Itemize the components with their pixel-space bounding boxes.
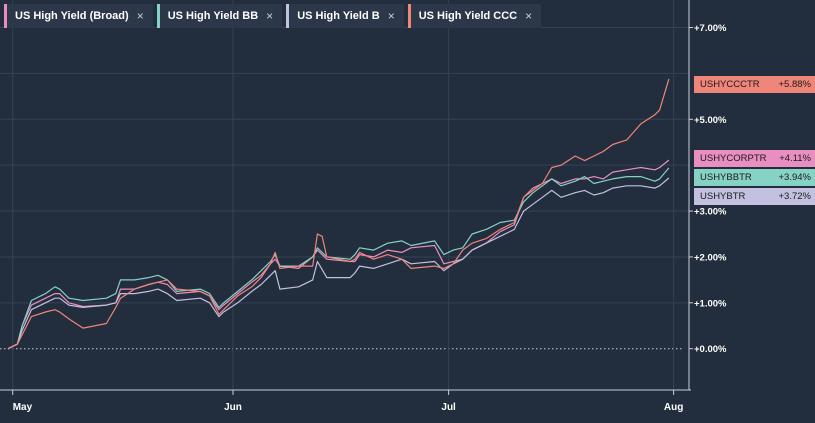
y-tick-label: +7.00% <box>694 23 727 34</box>
tab-us-high-yield-b[interactable]: US High Yield B × <box>286 4 404 28</box>
last-value-tag-broad: USHYCORPTR +4.11% <box>694 150 815 167</box>
tag-value: +5.88% <box>778 79 812 90</box>
close-icon[interactable]: × <box>387 9 395 23</box>
tag-ticker: USHYCCCTR <box>700 79 760 90</box>
tab-label: US High Yield (Broad) <box>15 10 129 22</box>
series-line-us-high-yield-b <box>7 177 670 350</box>
last-value-tag-bb: USHYBBTR +3.94% <box>694 169 815 186</box>
tag-ticker: USHYBBTR <box>700 172 752 183</box>
tag-ticker: USHYBTR <box>700 191 746 202</box>
tab-label: US High Yield B <box>297 10 380 22</box>
y-axis: +0.00% +1.00% +2.00% +3.00% +5.00% +7.00% <box>688 0 727 390</box>
x-tick-label: Aug <box>664 402 683 413</box>
chart-grid <box>0 0 689 390</box>
y-tick-label: +0.00% <box>694 344 727 355</box>
x-axis: May Jun Jul Aug <box>0 389 691 413</box>
close-icon[interactable]: × <box>266 9 274 23</box>
series-line-us-high-yield-ccc <box>7 78 670 350</box>
series-line-us-high-yield-broad <box>7 159 670 350</box>
tag-value: +3.94% <box>778 172 812 183</box>
x-tick-label: Jul <box>441 402 456 413</box>
x-tick-label: Jun <box>224 402 242 413</box>
tag-ticker: USHYCORPTR <box>700 153 767 164</box>
tab-label: US High Yield CCC <box>418 10 518 22</box>
tag-value: +3.72% <box>778 191 812 202</box>
series-lines <box>7 78 670 350</box>
last-value-tag-ccc: USHYCCCTR +5.88% <box>694 76 815 93</box>
y-tick-label: +2.00% <box>694 252 727 263</box>
x-tick-label: May <box>13 402 33 413</box>
tag-value: +4.11% <box>779 153 811 164</box>
y-tick-label: +5.00% <box>694 115 727 126</box>
y-tick-label: +1.00% <box>694 298 727 309</box>
tab-us-high-yield-ccc[interactable]: US High Yield CCC × <box>407 4 542 28</box>
close-icon[interactable]: × <box>525 9 533 23</box>
tab-us-high-yield-broad[interactable]: US High Yield (Broad) × <box>4 4 153 28</box>
last-value-tag-b: USHYBTR +3.72% <box>694 188 815 205</box>
tab-us-high-yield-bb[interactable]: US High Yield BB × <box>156 4 283 28</box>
tab-label: US High Yield BB <box>167 10 259 22</box>
y-tick-label: +3.00% <box>694 207 727 218</box>
close-icon[interactable]: × <box>136 9 144 23</box>
series-tab-bar: US High Yield (Broad) × US High Yield BB… <box>4 4 542 28</box>
